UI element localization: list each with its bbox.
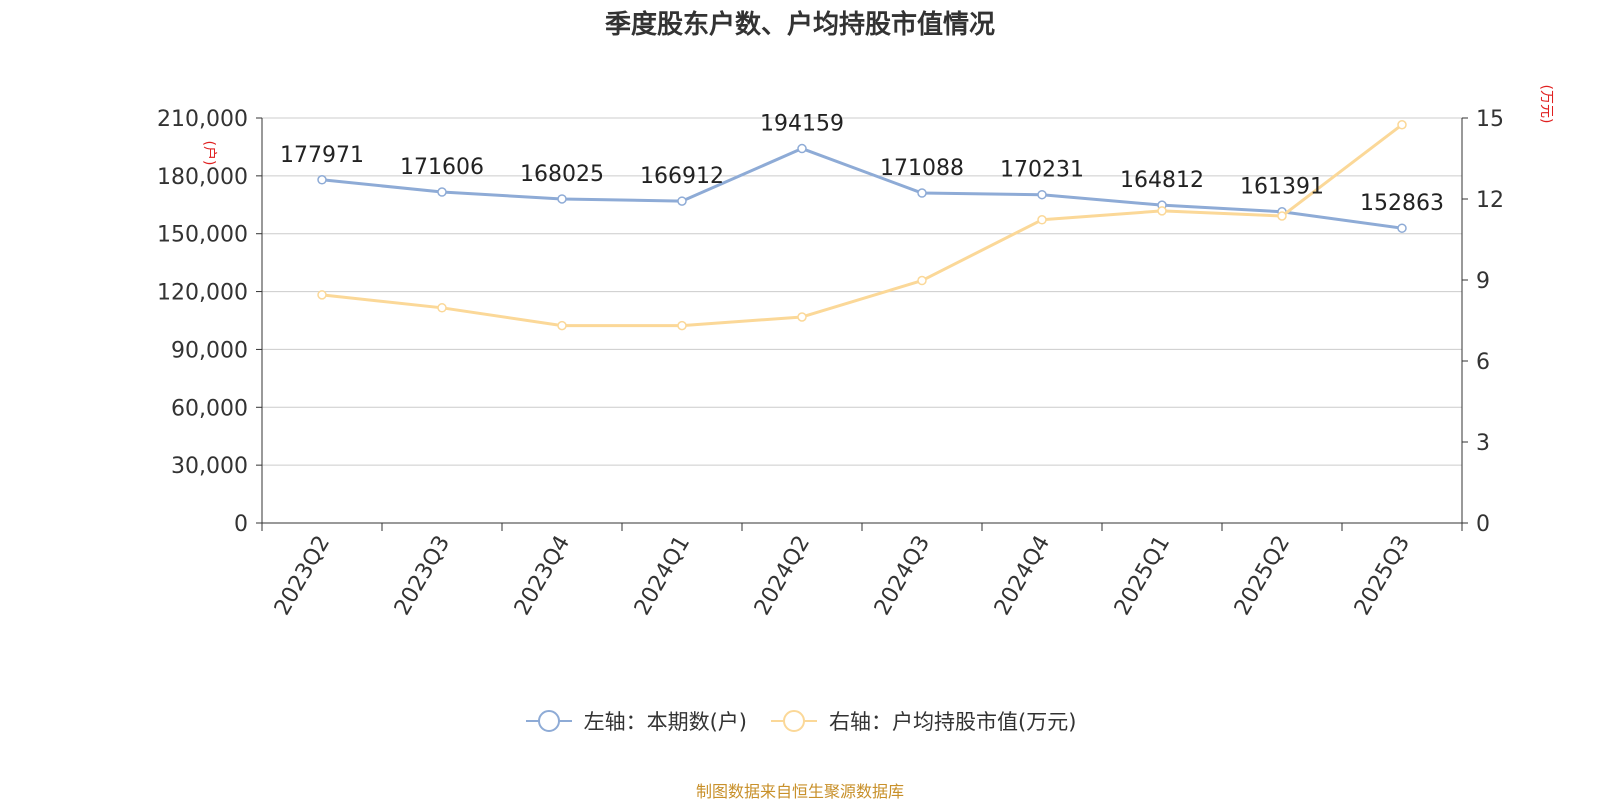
legend-marker-left-icon	[525, 710, 572, 732]
left-series-point	[317, 175, 327, 185]
left-series-data-label: 164812	[1120, 168, 1204, 193]
left-series-point	[797, 143, 807, 154]
left-series-point	[437, 187, 447, 197]
left-axis-unit: (户)	[201, 141, 218, 166]
x-axis-category-label: 2023Q2	[270, 532, 335, 620]
right-axis-tick-label: 6	[1476, 350, 1490, 375]
right-series-point	[1157, 206, 1167, 216]
right-axis-tick-label: 15	[1476, 107, 1504, 132]
right-series-line	[321, 123, 1403, 328]
left-series-data-label: 161391	[1240, 175, 1324, 200]
x-axis-category-label: 2023Q3	[390, 532, 455, 620]
right-series-point	[797, 312, 807, 322]
left-series-line	[321, 147, 1403, 230]
left-series-data-label: 168025	[520, 162, 604, 187]
left-axis-tick-label: 30,000	[171, 454, 248, 479]
right-axis-tick-label: 3	[1476, 431, 1490, 456]
right-series-point	[557, 320, 567, 331]
left-series-data-label: 166912	[640, 164, 724, 189]
left-series-data-label: 177971	[280, 143, 364, 168]
left-axis-tick-label: 90,000	[171, 338, 248, 363]
left-axis-tick-label: 60,000	[171, 396, 248, 421]
left-series-data-label: 194159	[760, 112, 844, 137]
right-series-point	[1397, 120, 1407, 130]
x-axis-category-label: 2024Q3	[870, 532, 935, 620]
left-series-data-label: 171606	[400, 155, 484, 180]
left-axis-tick-label: 210,000	[157, 107, 248, 132]
grid-lines	[262, 117, 1462, 466]
left-series-data-label: 152863	[1360, 191, 1444, 216]
legend: 左轴：本期数(户) 右轴：户均持股市值(万元)	[0, 706, 1600, 736]
right-axis-tick-label: 12	[1476, 188, 1504, 213]
legend-item-right-series[interactable]: 右轴：户均持股市值(万元)	[769, 706, 1076, 736]
x-axis-category-label: 2025Q1	[1110, 532, 1175, 620]
right-series-point	[917, 275, 927, 286]
data-source-note: 制图数据来自恒生聚源数据库	[695, 782, 904, 801]
x-axis-category-label: 2025Q3	[1350, 532, 1415, 620]
right-series-point	[1277, 211, 1287, 221]
right-series-point	[317, 290, 327, 300]
legend-item-left-series[interactable]: 左轴：本期数(户)	[524, 706, 747, 736]
right-axis-tick-label: 9	[1476, 269, 1490, 294]
left-axis-tick-label: 120,000	[157, 281, 248, 306]
left-series-data-label: 170231	[1000, 158, 1084, 183]
left-axis-tick-label: 150,000	[157, 223, 248, 248]
axes: 0 30,000 60,000 90,000 120,000 150,000 180,000…	[157, 85, 1554, 620]
right-axis-unit: (万元)	[1538, 85, 1554, 124]
x-axis-category-label: 2024Q1	[630, 532, 695, 620]
series-lines	[317, 120, 1407, 331]
legend-label-left-series: 左轴：本期数(户)	[583, 710, 747, 734]
x-axis-category-label: 2023Q4	[510, 532, 575, 620]
left-series-point	[1037, 189, 1047, 200]
left-axis-tick-label: 180,000	[157, 165, 248, 190]
legend-marker-right-icon	[771, 710, 817, 732]
x-axis-category-label: 2024Q2	[750, 532, 815, 620]
chart-title: 季度股东户数、户均持股市值情况	[604, 10, 995, 40]
x-axis-category-label: 2024Q4	[990, 532, 1055, 620]
data-labels: 177971 171606 168025 166912 194159 171088 1702…	[280, 112, 1444, 217]
left-series-data-label: 171088	[880, 156, 964, 181]
left-series-point	[677, 196, 687, 206]
x-axis-category-label: 2025Q2	[1230, 532, 1295, 620]
right-axis-tick-label: 0	[1476, 512, 1490, 537]
left-axis-tick-label: 0	[234, 512, 248, 537]
right-series-point	[437, 303, 447, 313]
left-series-point	[557, 194, 567, 204]
right-series-point	[677, 320, 687, 331]
left-series-point	[1397, 223, 1407, 233]
left-series-point	[917, 188, 927, 198]
legend-label-right-series: 右轴：户均持股市值(万元)	[829, 710, 1077, 734]
right-series-point	[1037, 215, 1047, 225]
